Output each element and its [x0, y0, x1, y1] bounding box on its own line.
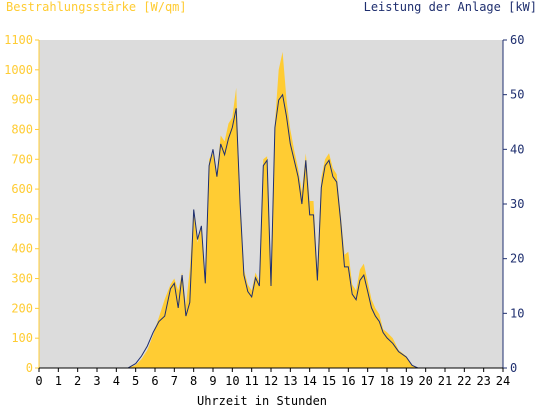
x-tick-label: 7	[171, 374, 178, 388]
x-tick-label: 9	[209, 374, 216, 388]
x-tick-label: 21	[438, 374, 452, 388]
irradiance-area-layer	[39, 51, 503, 369]
x-tick-label: 20	[418, 374, 432, 388]
x-axis-ticks: 0 1 2 3 4 5 6 7 8 9 10 11 12 13 14 15 16 17 18 19 20 21 22 23 24	[35, 368, 510, 388]
x-tick-label: 23	[476, 374, 490, 388]
x-tick-label: 3	[93, 374, 100, 388]
left-tick-label: 1000	[4, 63, 33, 77]
x-tick-label: 4	[113, 374, 120, 388]
left-tick-label: 800	[11, 122, 33, 136]
left-tick-label: 400	[11, 242, 33, 256]
right-tick-label: 50	[510, 88, 524, 102]
x-tick-label: 10	[225, 374, 239, 388]
x-tick-label: 1	[55, 374, 62, 388]
right-axis-title: Leistung der Anlage [kW]	[364, 0, 537, 14]
left-tick-label: 200	[11, 301, 33, 315]
left-tick-label: 500	[11, 212, 33, 226]
left-tick-label: 300	[11, 272, 33, 286]
right-tick-label: 10	[510, 306, 524, 320]
power-line-layer	[39, 93, 503, 369]
right-tick-label: 40	[510, 142, 524, 156]
x-tick-label: 13	[283, 374, 297, 388]
x-tick-label: 12	[264, 374, 278, 388]
x-tick-label: 19	[399, 374, 413, 388]
left-tick-label: 700	[11, 152, 33, 166]
x-tick-label: 24	[496, 374, 510, 388]
right-tick-label: 20	[510, 252, 524, 266]
x-axis-label: Uhrzeit in Stunden	[197, 394, 327, 408]
x-tick-label: 15	[322, 374, 336, 388]
x-tick-label: 17	[360, 374, 374, 388]
x-tick-label: 0	[35, 374, 42, 388]
left-tick-label: 0	[26, 361, 33, 375]
right-tick-label: 0	[510, 361, 517, 375]
left-tick-label: 600	[11, 182, 33, 196]
x-tick-label: 6	[151, 374, 158, 388]
x-tick-label: 16	[341, 374, 355, 388]
left-tick-label: 100	[11, 331, 33, 345]
power-line	[39, 93, 503, 369]
right-tick-label: 30	[510, 197, 524, 211]
left-tick-label: 1100	[4, 33, 33, 47]
left-tick-label: 900	[11, 93, 33, 107]
x-tick-label: 2	[74, 374, 81, 388]
x-tick-label: 18	[380, 374, 394, 388]
x-tick-label: 14	[302, 374, 316, 388]
right-tick-label: 60	[510, 33, 524, 47]
left-axis-title: Bestrahlungsstärke [W/qm]	[6, 0, 187, 14]
irradiance-area	[39, 51, 503, 369]
left-axis-ticks: 0 100 200 300 400 500 600 700 800 900 1000 1100	[4, 33, 39, 375]
x-tick-label: 22	[457, 374, 471, 388]
x-tick-label: 11	[244, 374, 258, 388]
right-axis-ticks: 0 10 20 30 40 50 60	[503, 33, 524, 375]
x-tick-label: 8	[190, 374, 197, 388]
x-tick-label: 5	[132, 374, 139, 388]
